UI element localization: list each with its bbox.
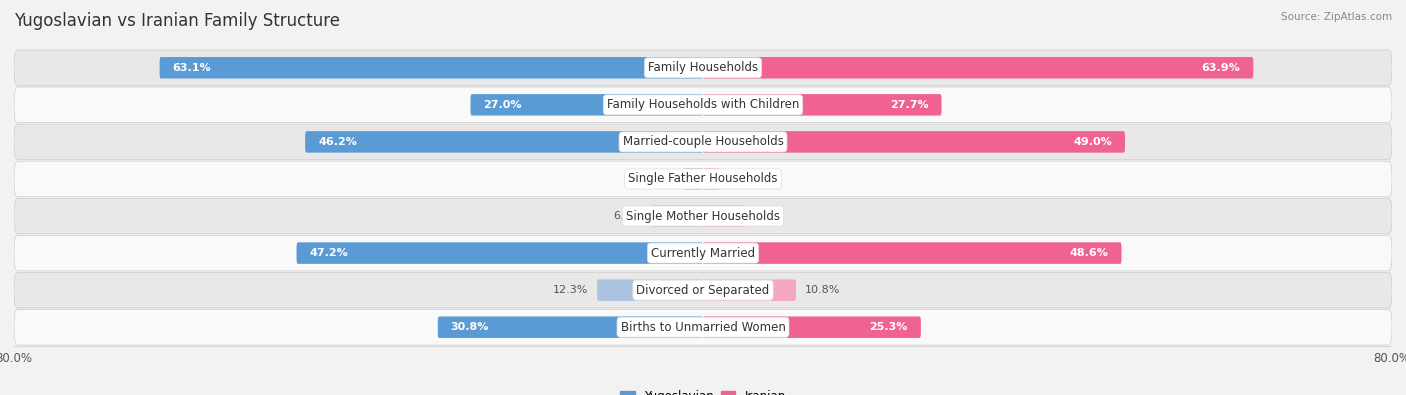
Text: Currently Married: Currently Married — [651, 246, 755, 260]
Text: Married-couple Households: Married-couple Households — [623, 135, 783, 149]
Text: 48.6%: 48.6% — [1070, 248, 1108, 258]
Text: Family Households with Children: Family Households with Children — [607, 98, 799, 111]
Text: 46.2%: 46.2% — [318, 137, 357, 147]
FancyBboxPatch shape — [305, 131, 703, 152]
Legend: Yugoslavian, Iranian: Yugoslavian, Iranian — [616, 385, 790, 395]
Text: Single Father Households: Single Father Households — [628, 173, 778, 186]
FancyBboxPatch shape — [651, 205, 703, 227]
FancyBboxPatch shape — [14, 161, 1392, 197]
FancyBboxPatch shape — [14, 87, 1392, 122]
FancyBboxPatch shape — [14, 235, 1392, 271]
Text: 10.8%: 10.8% — [804, 285, 839, 295]
Text: 27.7%: 27.7% — [890, 100, 928, 110]
FancyBboxPatch shape — [703, 57, 1253, 79]
FancyBboxPatch shape — [14, 198, 1392, 234]
FancyBboxPatch shape — [14, 309, 1392, 345]
FancyBboxPatch shape — [297, 243, 703, 264]
FancyBboxPatch shape — [14, 50, 1392, 86]
Text: Single Mother Households: Single Mother Households — [626, 209, 780, 222]
Text: 49.0%: 49.0% — [1073, 137, 1112, 147]
Text: 63.1%: 63.1% — [173, 63, 211, 73]
Text: 27.0%: 27.0% — [484, 100, 522, 110]
FancyBboxPatch shape — [14, 124, 1392, 160]
Text: 6.1%: 6.1% — [613, 211, 643, 221]
Text: Births to Unmarried Women: Births to Unmarried Women — [620, 321, 786, 334]
FancyBboxPatch shape — [703, 131, 1125, 152]
FancyBboxPatch shape — [703, 279, 796, 301]
FancyBboxPatch shape — [703, 205, 747, 227]
FancyBboxPatch shape — [14, 273, 1392, 308]
Text: Divorced or Separated: Divorced or Separated — [637, 284, 769, 297]
Text: 47.2%: 47.2% — [309, 248, 349, 258]
Text: 5.0%: 5.0% — [755, 211, 783, 221]
Text: 2.3%: 2.3% — [647, 174, 675, 184]
FancyBboxPatch shape — [703, 316, 921, 338]
Text: Source: ZipAtlas.com: Source: ZipAtlas.com — [1281, 12, 1392, 22]
FancyBboxPatch shape — [598, 279, 703, 301]
Text: 25.3%: 25.3% — [869, 322, 908, 332]
FancyBboxPatch shape — [471, 94, 703, 116]
FancyBboxPatch shape — [683, 168, 703, 190]
Text: Family Households: Family Households — [648, 61, 758, 74]
Text: 1.9%: 1.9% — [728, 174, 756, 184]
FancyBboxPatch shape — [703, 94, 942, 116]
FancyBboxPatch shape — [437, 316, 703, 338]
Text: Yugoslavian vs Iranian Family Structure: Yugoslavian vs Iranian Family Structure — [14, 12, 340, 30]
Text: 30.8%: 30.8% — [451, 322, 489, 332]
FancyBboxPatch shape — [703, 168, 720, 190]
Text: 12.3%: 12.3% — [553, 285, 589, 295]
Text: 63.9%: 63.9% — [1202, 63, 1240, 73]
FancyBboxPatch shape — [703, 243, 1122, 264]
FancyBboxPatch shape — [160, 57, 703, 79]
